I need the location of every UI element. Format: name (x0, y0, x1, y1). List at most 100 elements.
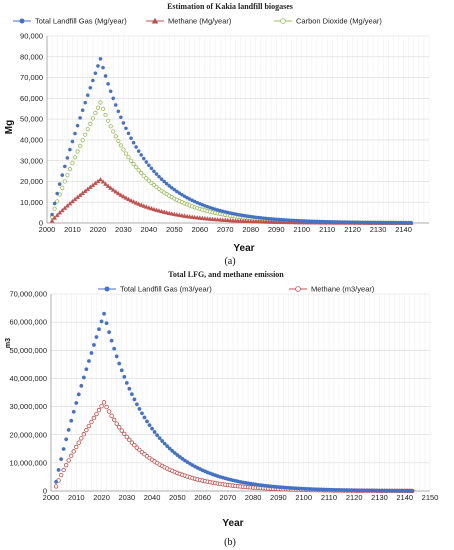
chart-b-data-point (56, 468, 61, 472)
chart-b-x-tick-label: 2040 (144, 493, 161, 502)
chart-b-data-point (71, 449, 76, 454)
chart-a-legend-label: Methane (Mg/year) (168, 17, 232, 26)
chart-a-title: Estimation of Kakia landfill biogases (167, 2, 293, 11)
chart-b-data-point (84, 367, 89, 372)
chart-a-data-point (156, 208, 162, 213)
chart-a-data-point (60, 173, 65, 177)
chart-b-legend: Total Landfill Gas (m3/year) Methane (m3/… (98, 285, 375, 294)
chart-a-data-point (162, 179, 166, 184)
chart-a-data-point (90, 116, 95, 121)
chart-b-data-point (152, 430, 157, 434)
chart-b-y-tick-label: 50,000,000 (9, 346, 47, 355)
chart-a-legend: Total Landfill Gas (Mg/year) Methane (Mg/… (13, 17, 382, 26)
chart-b-x-tick-label: 2010 (68, 493, 85, 502)
chart-a-x-tick-label: 2120 (344, 225, 361, 234)
chart-a-data-point (62, 205, 68, 210)
chart-b-data-point (69, 418, 74, 423)
chart-a-data-point (175, 189, 179, 194)
chart-a-x-tick-label: 2090 (268, 225, 285, 234)
chart-b-x-tick-label: 2150 (422, 493, 439, 502)
chart-a-data-point (100, 179, 106, 184)
chart-b-x-tick-label: 2020 (93, 493, 110, 502)
chart-a-data-point (54, 212, 60, 218)
chart-b-data-point (92, 343, 96, 347)
chart-a-data-point (115, 190, 121, 196)
chart-b-data-point (97, 327, 101, 332)
chart-a-data-point (106, 118, 111, 123)
chart-b-title: Total LFG, and methane emission (168, 270, 284, 279)
chart-b-x-tick-label: 2110 (321, 493, 337, 502)
chart-a-data-point (55, 191, 59, 196)
chart-a-data-point (409, 220, 413, 225)
chart-a-y-tick-label: 80,000 (20, 52, 43, 61)
chart-a-data-point (152, 169, 156, 174)
chart-a-data-point (50, 212, 54, 217)
chart-a-data-point (75, 123, 80, 128)
chart-a-x-tick-label: 2010 (64, 225, 81, 234)
chart-b-data-point (106, 409, 112, 414)
chart-a-data-point (123, 195, 129, 200)
chart-a-series (50, 57, 413, 225)
chart-a-data-point (136, 149, 141, 153)
chart-b-y-tick-label: 30,000,000 (9, 402, 47, 411)
chart-a-data-point (93, 71, 98, 76)
chart-b-data-point (74, 444, 79, 450)
chart-a-data-point (65, 173, 70, 178)
chart-a-data-point (106, 82, 110, 86)
chart-b-data-point (117, 361, 122, 366)
chart-b-data-point (76, 392, 81, 397)
chart-b-data-point (175, 453, 180, 457)
chart-a-data-point (136, 201, 142, 206)
chart-a-data-point (62, 179, 67, 184)
chart-a-data-point (131, 199, 136, 204)
chart-b-x-tick-label: 2090 (270, 493, 287, 502)
chart-a-data-point (167, 184, 172, 188)
chart-a-data-point (161, 209, 167, 214)
chart-a-data-point (57, 210, 63, 215)
chart-a-data-point (75, 149, 80, 154)
chart-b-data-point (111, 417, 117, 423)
chart-b-data-point (109, 338, 114, 343)
chart-b-x-tick-label: 2030 (118, 493, 135, 502)
chart-a-data-point (151, 206, 157, 212)
chart-a-x-axis-label: Year (233, 243, 254, 254)
chart-a-data-point (78, 143, 83, 148)
chart-b-data-point (66, 458, 71, 463)
chart-a-data-point (159, 208, 164, 214)
chart-b-data-point (124, 381, 129, 385)
chart-b-data-point (53, 484, 59, 489)
chart-b-data-point (61, 447, 66, 451)
chart-a-data-point (128, 158, 134, 163)
chart-b-data-point (104, 404, 109, 410)
chart-a-data-point (60, 185, 65, 190)
chart-b-x-tick-label: 2070 (220, 493, 237, 502)
chart-a-data-point (134, 145, 138, 149)
chart-b-x-tick-label: 2060 (194, 493, 211, 502)
chart-a-plot-area: 0 10,000 20,000 30,000 40,000 50,000 60,000 70,… (20, 32, 430, 234)
chart-a-data-point (113, 103, 118, 107)
chart-a-caption: (a) (224, 256, 235, 267)
chart-b-legend-marker (295, 286, 301, 292)
chart-b-data-point (63, 462, 69, 468)
chart-a-data-point (72, 196, 78, 202)
chart-b-x-tick-label: 2000 (43, 493, 60, 502)
chart-b-data-point (99, 319, 104, 324)
chart-a-data-point (80, 108, 85, 113)
chart-b-data-point (61, 467, 66, 473)
chart-b-data-point (132, 397, 137, 402)
chart-b-legend-label: Methane (m3/year) (311, 285, 375, 294)
chart-a-data-point (64, 203, 70, 208)
chart-a-data-point (134, 165, 139, 170)
chart-a-x-tick-label: 2040 (141, 225, 158, 234)
chart-a-data-point (98, 57, 103, 61)
chart-a-x-tick-label: 2030 (115, 225, 132, 234)
chart-b-series (54, 311, 415, 493)
chart-a-data-point (103, 112, 108, 118)
chart-a-data-point (111, 96, 116, 101)
chart-a-data-point (146, 205, 152, 210)
chart-b-data-point (135, 402, 139, 407)
chart-b-data-point (124, 434, 129, 440)
chart-a-data-point (55, 199, 60, 204)
chart-a-data-point (143, 204, 149, 209)
